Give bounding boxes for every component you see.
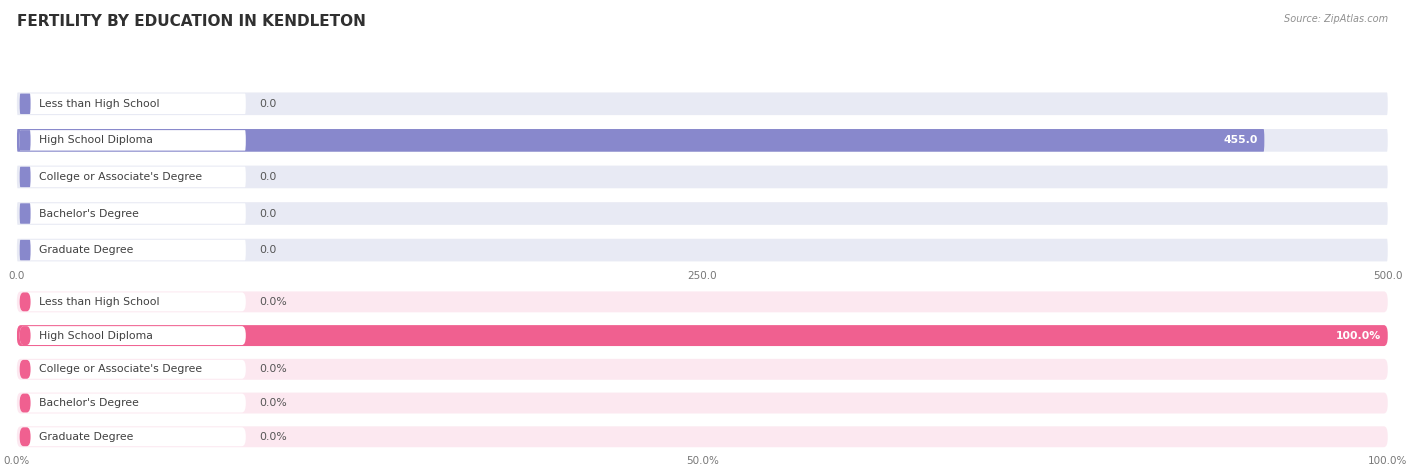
FancyBboxPatch shape xyxy=(20,326,246,345)
Text: 0.0%: 0.0% xyxy=(260,432,287,442)
Text: 0.0: 0.0 xyxy=(260,245,277,255)
FancyBboxPatch shape xyxy=(17,426,1388,447)
FancyBboxPatch shape xyxy=(17,129,1264,152)
Text: College or Associate's Degree: College or Associate's Degree xyxy=(39,364,202,374)
FancyBboxPatch shape xyxy=(20,94,31,114)
Text: High School Diploma: High School Diploma xyxy=(39,135,153,145)
FancyBboxPatch shape xyxy=(17,129,1388,152)
FancyBboxPatch shape xyxy=(20,130,246,151)
Text: 100.0%: 100.0% xyxy=(1336,331,1381,341)
FancyBboxPatch shape xyxy=(20,293,31,311)
FancyBboxPatch shape xyxy=(17,239,1388,261)
Text: High School Diploma: High School Diploma xyxy=(39,331,153,341)
FancyBboxPatch shape xyxy=(17,93,1388,115)
Text: 0.0%: 0.0% xyxy=(260,297,287,307)
Text: 0.0: 0.0 xyxy=(260,99,277,109)
FancyBboxPatch shape xyxy=(20,167,246,187)
Text: Bachelor's Degree: Bachelor's Degree xyxy=(39,398,139,408)
Text: 455.0: 455.0 xyxy=(1223,135,1257,145)
FancyBboxPatch shape xyxy=(17,291,1388,313)
Text: Bachelor's Degree: Bachelor's Degree xyxy=(39,209,139,218)
FancyBboxPatch shape xyxy=(20,360,31,379)
FancyBboxPatch shape xyxy=(20,326,31,345)
Text: FERTILITY BY EDUCATION IN KENDLETON: FERTILITY BY EDUCATION IN KENDLETON xyxy=(17,14,366,29)
FancyBboxPatch shape xyxy=(20,94,246,114)
Text: Graduate Degree: Graduate Degree xyxy=(39,245,134,255)
FancyBboxPatch shape xyxy=(20,167,31,187)
FancyBboxPatch shape xyxy=(17,325,1388,346)
FancyBboxPatch shape xyxy=(20,240,246,260)
FancyBboxPatch shape xyxy=(20,203,246,224)
FancyBboxPatch shape xyxy=(20,428,31,446)
FancyBboxPatch shape xyxy=(20,394,246,412)
Text: 0.0: 0.0 xyxy=(260,172,277,182)
Text: Source: ZipAtlas.com: Source: ZipAtlas.com xyxy=(1284,14,1388,24)
FancyBboxPatch shape xyxy=(17,166,1388,188)
FancyBboxPatch shape xyxy=(20,394,31,412)
Text: Less than High School: Less than High School xyxy=(39,99,159,109)
Text: 0.0: 0.0 xyxy=(260,209,277,218)
FancyBboxPatch shape xyxy=(17,392,1388,414)
Text: College or Associate's Degree: College or Associate's Degree xyxy=(39,172,202,182)
Text: 0.0%: 0.0% xyxy=(260,364,287,374)
FancyBboxPatch shape xyxy=(20,360,246,379)
FancyBboxPatch shape xyxy=(20,203,31,224)
FancyBboxPatch shape xyxy=(17,202,1388,225)
Text: Less than High School: Less than High School xyxy=(39,297,159,307)
FancyBboxPatch shape xyxy=(20,293,246,311)
FancyBboxPatch shape xyxy=(17,359,1388,380)
FancyBboxPatch shape xyxy=(17,325,1388,346)
FancyBboxPatch shape xyxy=(20,130,31,151)
FancyBboxPatch shape xyxy=(20,240,31,260)
Text: 0.0%: 0.0% xyxy=(260,398,287,408)
Text: Graduate Degree: Graduate Degree xyxy=(39,432,134,442)
FancyBboxPatch shape xyxy=(20,428,246,446)
